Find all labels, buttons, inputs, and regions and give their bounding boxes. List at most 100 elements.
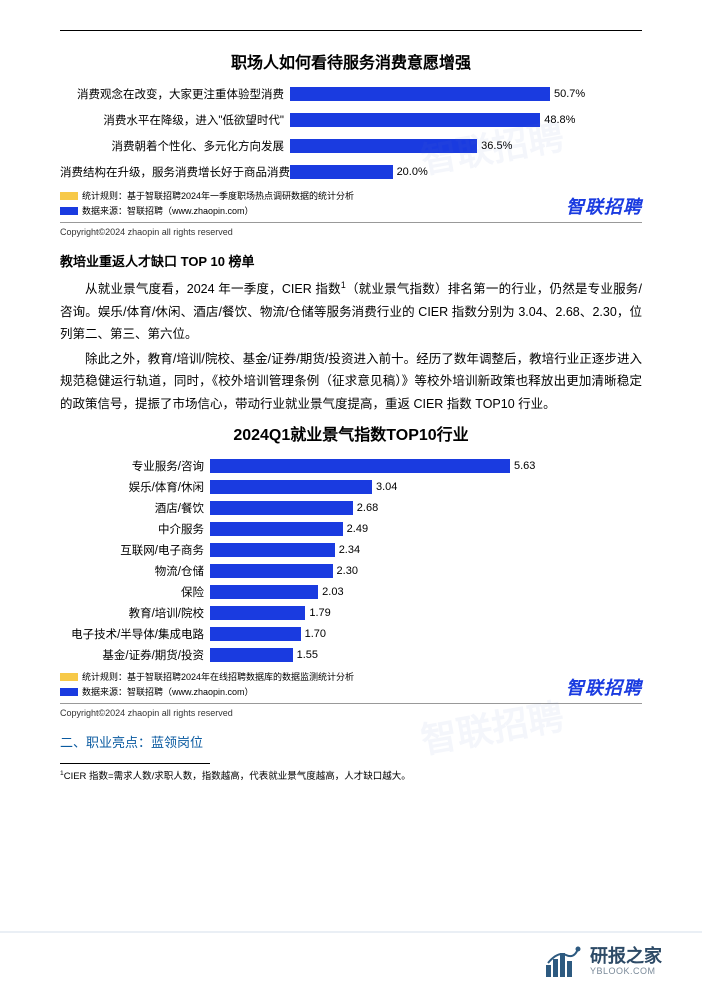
bar-fill <box>290 165 393 179</box>
chart2-legend-line1: 统计规则：基于智联招聘2024年在线招聘数据库的数据监测统计分析 <box>60 670 354 683</box>
chart1-legend-lines: 统计规则：基于智联招聘2024年一季度职场热点调研数据的统计分析 数据来源：智联… <box>60 189 354 219</box>
chart1-legend-text2: 数据来源：智联招聘（www.zhaopin.com） <box>82 204 254 217</box>
bar-row: 保险 2.03 <box>60 583 642 601</box>
bar-track: 2.68 <box>210 499 642 517</box>
bar-track: 1.55 <box>210 646 642 664</box>
chart1-bars: 消费观念在改变，大家更注重体验型消费 50.7% 消费水平在降级，进入"低欲望时代"… <box>60 85 642 181</box>
bar-label: 中介服务 <box>60 521 210 537</box>
bar-fill <box>210 606 305 620</box>
chart2-rule <box>60 703 642 704</box>
bar-label: 消费观念在改变，大家更注重体验型消费 <box>60 86 290 102</box>
bar-row: 电子技术/半导体/集成电路1.70 <box>60 625 642 643</box>
bar-fill <box>210 585 318 599</box>
bar-track: 48.8% <box>290 111 642 129</box>
bar-track: 1.79 <box>210 604 642 622</box>
bar-fill <box>210 648 293 662</box>
bar-fill <box>210 543 335 557</box>
chart2-legend-text1: 统计规则：基于智联招聘2024年在线招聘数据库的数据监测统计分析 <box>82 670 354 683</box>
bar-row: 专业服务/咨询 5.63 <box>60 457 642 475</box>
bar-row: 酒店/餐饮 2.68 <box>60 499 642 517</box>
legend-swatch-yellow <box>60 673 78 681</box>
bar-value: 2.30 <box>337 565 358 577</box>
bar-value: 50.7% <box>554 88 585 100</box>
bar-track: 2.30 <box>210 562 642 580</box>
bar-row: 中介服务 2.49 <box>60 520 642 538</box>
chart2-title: 2024Q1就业景气指数TOP10行业 <box>60 421 642 445</box>
chart2-bars: 专业服务/咨询 5.63 娱乐/体育/休闲 3.04 酒店/餐饮 2.68 中介服务 2.49… <box>60 457 642 664</box>
chart1-brand-logo: 智联招聘 <box>566 193 642 219</box>
bar-fill <box>210 501 353 515</box>
bar-value: 3.04 <box>376 481 397 493</box>
bar-row: 娱乐/体育/休闲 3.04 <box>60 478 642 496</box>
bar-label: 保险 <box>60 584 210 600</box>
footnote-1: 1CIER 指数=需求人数/求职人数，指数越高，代表就业景气度越高，人才缺口越大… <box>60 768 642 782</box>
footer-brand-cn: 研报之家 <box>590 947 662 967</box>
top-rule <box>60 30 642 31</box>
bar-label: 电子技术/半导体/集成电路 <box>60 626 210 642</box>
bar-label: 物流/仓储 <box>60 563 210 579</box>
legend-swatch-blue <box>60 688 78 696</box>
chart2-copyright: Copyright©2024 zhaopin all rights reserv… <box>60 708 642 718</box>
bar-fill <box>210 564 333 578</box>
footer-brand: 研报之家 YBLOOK.COM <box>544 945 662 979</box>
bar-value: 48.8% <box>544 114 575 126</box>
bar-row: 基金/证券/期货/投资1.55 <box>60 646 642 664</box>
chart1-block: 职场人如何看待服务消费意愿增强 消费观念在改变，大家更注重体验型消费50.7%消… <box>60 49 642 237</box>
footer-brand-text: 研报之家 YBLOOK.COM <box>590 947 662 977</box>
chart1-rule <box>60 222 642 223</box>
bar-row: 消费水平在降级，进入"低欲望时代" 48.8% <box>60 111 642 129</box>
chart1-title: 职场人如何看待服务消费意愿增强 <box>60 49 642 73</box>
bar-label: 酒店/餐饮 <box>60 500 210 516</box>
bar-value: 2.03 <box>322 586 343 598</box>
bar-value: 2.34 <box>339 544 360 556</box>
bar-row: 消费朝着个性化、多元化方向发展 36.5% <box>60 137 642 155</box>
bar-label: 消费结构在升级，服务消费增长好于商品消费 <box>60 164 290 180</box>
bar-fill <box>210 459 510 473</box>
bar-value: 5.63 <box>514 460 535 472</box>
bar-label: 娱乐/体育/休闲 <box>60 479 210 495</box>
bar-label: 消费水平在降级，进入"低欲望时代" <box>60 112 290 128</box>
bar-value: 36.5% <box>481 140 512 152</box>
bar-track: 36.5% <box>290 137 642 155</box>
footnote-rule <box>60 763 210 764</box>
bar-value: 2.49 <box>347 523 368 535</box>
bar-value: 2.68 <box>357 502 378 514</box>
bar-fill <box>290 87 550 101</box>
bar-row: 互联网/电子商务2.34 <box>60 541 642 559</box>
bar-label: 专业服务/咨询 <box>60 458 210 474</box>
chart1-legend-text1: 统计规则：基于智联招聘2024年一季度职场热点调研数据的统计分析 <box>82 189 354 202</box>
bar-fill <box>210 522 343 536</box>
footnote-text: CIER 指数=需求人数/求职人数，指数越高，代表就业景气度越高，人才缺口越大。 <box>64 771 411 782</box>
bar-track: 2.49 <box>210 520 642 538</box>
section1-heading: 教培业重返人才缺口 TOP 10 榜单 <box>60 251 642 270</box>
bar-fill <box>290 139 477 153</box>
chart1-legend-line1: 统计规则：基于智联招聘2024年一季度职场热点调研数据的统计分析 <box>60 189 354 202</box>
chart1-copyright: Copyright©2024 zhaopin all rights reserv… <box>60 227 642 237</box>
bar-value: 20.0% <box>397 166 428 178</box>
bar-row: 消费观念在改变，大家更注重体验型消费 50.7% <box>60 85 642 103</box>
bar-row: 物流/仓储 2.30 <box>60 562 642 580</box>
footer-brand-en: YBLOOK.COM <box>590 967 662 977</box>
legend-swatch-yellow <box>60 192 78 200</box>
bar-value: 1.55 <box>297 649 318 661</box>
bar-row: 消费结构在升级，服务消费增长好于商品消费 20.0% <box>60 163 642 181</box>
bar-fill <box>210 627 301 641</box>
bar-track: 50.7% <box>290 85 642 103</box>
bar-track: 20.0% <box>290 163 642 181</box>
bar-track: 5.63 <box>210 457 642 475</box>
bar-label: 教育/培训/院校 <box>60 605 210 621</box>
bar-track: 2.34 <box>210 541 642 559</box>
para1-pre: 从就业景气度看，2024 年一季度，CIER 指数 <box>85 282 341 296</box>
footer-brand-icon <box>544 945 582 979</box>
chart2-legend-line2: 数据来源：智联招聘（www.zhaopin.com） <box>60 685 354 698</box>
chart2-legend-lines: 统计规则：基于智联招聘2024年在线招聘数据库的数据监测统计分析 数据来源：智联… <box>60 670 354 700</box>
sub-heading-2: 二、职业亮点：蓝领岗位 <box>60 732 642 751</box>
section1-para1: 从就业景气度看，2024 年一季度，CIER 指数1（就业景气指数）排名第一的行… <box>60 278 642 346</box>
bar-label: 消费朝着个性化、多元化方向发展 <box>60 138 290 154</box>
chart1-legend-block: 统计规则：基于智联招聘2024年一季度职场热点调研数据的统计分析 数据来源：智联… <box>60 189 642 219</box>
bar-track: 2.03 <box>210 583 642 601</box>
chart1-legend-line2: 数据来源：智联招聘（www.zhaopin.com） <box>60 204 354 217</box>
bar-fill <box>290 113 540 127</box>
bar-track: 1.70 <box>210 625 642 643</box>
page-footer: 研报之家 YBLOOK.COM <box>0 931 702 991</box>
